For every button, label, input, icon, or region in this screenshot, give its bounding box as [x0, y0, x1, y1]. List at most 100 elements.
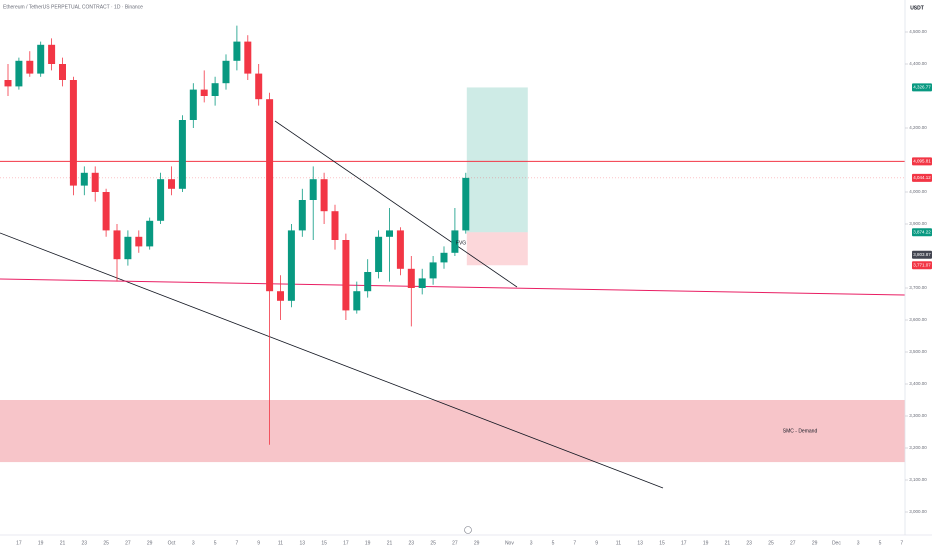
- price-tag-label: 4,044.12: [913, 175, 931, 180]
- y-tick-label: 4,400.00: [909, 61, 927, 66]
- x-tick-label: 9: [595, 540, 598, 546]
- x-tick-label: 15: [321, 540, 327, 546]
- candle-body: [375, 236, 383, 272]
- candle-body: [331, 211, 339, 240]
- y-tick-label: 3,300.00: [909, 413, 927, 418]
- x-tick-label: 3: [857, 540, 860, 546]
- candle-body: [244, 41, 252, 74]
- x-tick-label: 21: [387, 540, 393, 546]
- x-tick-label: 29: [474, 540, 480, 546]
- candle-body: [189, 89, 197, 120]
- y-tick-label: 3,600.00: [909, 317, 927, 322]
- candle-body: [211, 83, 219, 96]
- x-tick-label: 3: [192, 540, 195, 546]
- x-tick-label: 27: [790, 540, 796, 546]
- price-tag-label: 4,326.77: [913, 85, 931, 90]
- y-tick-label: 3,100.00: [909, 477, 927, 482]
- candle-body: [59, 64, 66, 80]
- y-tick-label: 3,200.00: [909, 445, 927, 450]
- x-tick-label: 25: [103, 540, 109, 546]
- x-tick-label: Oct: [168, 540, 176, 546]
- x-tick-label: 27: [125, 540, 131, 546]
- x-tick-label: 7: [573, 540, 576, 546]
- candle-body: [462, 177, 470, 231]
- x-tick-label: 5: [214, 540, 217, 546]
- y-tick-label: 4,500.00: [909, 29, 927, 34]
- candle-body: [440, 252, 448, 263]
- candle-body: [102, 192, 110, 231]
- support-line: [0, 278, 906, 296]
- x-tick-label: 25: [430, 540, 436, 546]
- y-tick-label: 3,500.00: [909, 349, 927, 354]
- candle-body: [364, 272, 372, 292]
- x-tick-label: 11: [616, 540, 621, 546]
- x-tick-label: 5: [552, 540, 555, 546]
- x-tick-label: 15: [659, 540, 665, 546]
- price-tag: [912, 173, 932, 182]
- x-tick-label: 19: [38, 540, 44, 546]
- candle-body: [353, 291, 361, 311]
- trend-line: [0, 232, 664, 489]
- x-tick-label: 29: [812, 540, 818, 546]
- price-tag-label: 3,771.07: [913, 262, 931, 267]
- x-tick-label: 19: [365, 540, 371, 546]
- fvg-label: FVG: [456, 241, 466, 247]
- candle-body: [146, 220, 154, 247]
- candle-body: [418, 278, 426, 288]
- y-tick-label: 3,000.00: [909, 509, 927, 514]
- candle-body: [200, 89, 208, 96]
- demand-zone: [0, 400, 905, 463]
- candle-body: [309, 179, 317, 200]
- x-tick-label: 17: [681, 540, 687, 546]
- price-tag: [912, 261, 932, 270]
- x-tick-label: 23: [409, 540, 415, 546]
- x-tick-label: 29: [147, 540, 153, 546]
- y-tick-label: 3,700.00: [909, 285, 927, 290]
- price-tag: [912, 250, 932, 259]
- x-tick-label: 17: [16, 540, 22, 546]
- x-tick-label: 21: [725, 540, 731, 546]
- x-tick-label: 11: [278, 540, 283, 546]
- price-tag-label: 4,095.81: [913, 159, 931, 164]
- trend-line: [274, 120, 518, 288]
- candle-body: [222, 60, 230, 84]
- candle-body: [407, 268, 415, 288]
- candle-body: [451, 230, 459, 253]
- candle-body: [277, 291, 284, 301]
- candle-body: [298, 200, 306, 231]
- price-tag: [912, 157, 932, 166]
- x-tick-label: 21: [60, 540, 66, 546]
- candle-body: [135, 236, 143, 247]
- x-tick-label: 27: [452, 540, 458, 546]
- price-tag-label: 3,874.22: [913, 229, 931, 234]
- position-stop-zone: [466, 232, 528, 266]
- candle-body: [287, 230, 295, 301]
- x-tick-label: 13: [637, 540, 643, 546]
- price-tag-label: 3,803.87: [913, 252, 931, 257]
- x-tick-label: 23: [82, 540, 88, 546]
- price-tag: [912, 83, 932, 92]
- candle-body: [37, 44, 45, 74]
- candle-body: [15, 60, 23, 87]
- x-tick-label: Nov: [505, 540, 514, 546]
- goto-realtime-icon[interactable]: [464, 526, 472, 534]
- candle-body: [26, 60, 34, 74]
- x-tick-label: 23: [746, 540, 752, 546]
- x-tick-label: 7: [236, 540, 239, 546]
- candle-body: [429, 262, 437, 279]
- price-tag: [912, 228, 932, 237]
- y-tick-label: 3,900.00: [909, 221, 927, 226]
- candle-body: [157, 179, 165, 221]
- x-tick-label: 7: [900, 540, 903, 546]
- candle-body: [178, 120, 186, 189]
- candle-body: [320, 179, 328, 212]
- position-target-zone: [466, 87, 528, 233]
- candle-body: [124, 236, 132, 260]
- y-tick-label: 4,200.00: [909, 125, 927, 130]
- y-axis-label: USDT: [910, 5, 924, 11]
- candle-body: [342, 240, 350, 311]
- x-tick-label: 17: [343, 540, 349, 546]
- y-tick-label: 3,400.00: [909, 381, 927, 386]
